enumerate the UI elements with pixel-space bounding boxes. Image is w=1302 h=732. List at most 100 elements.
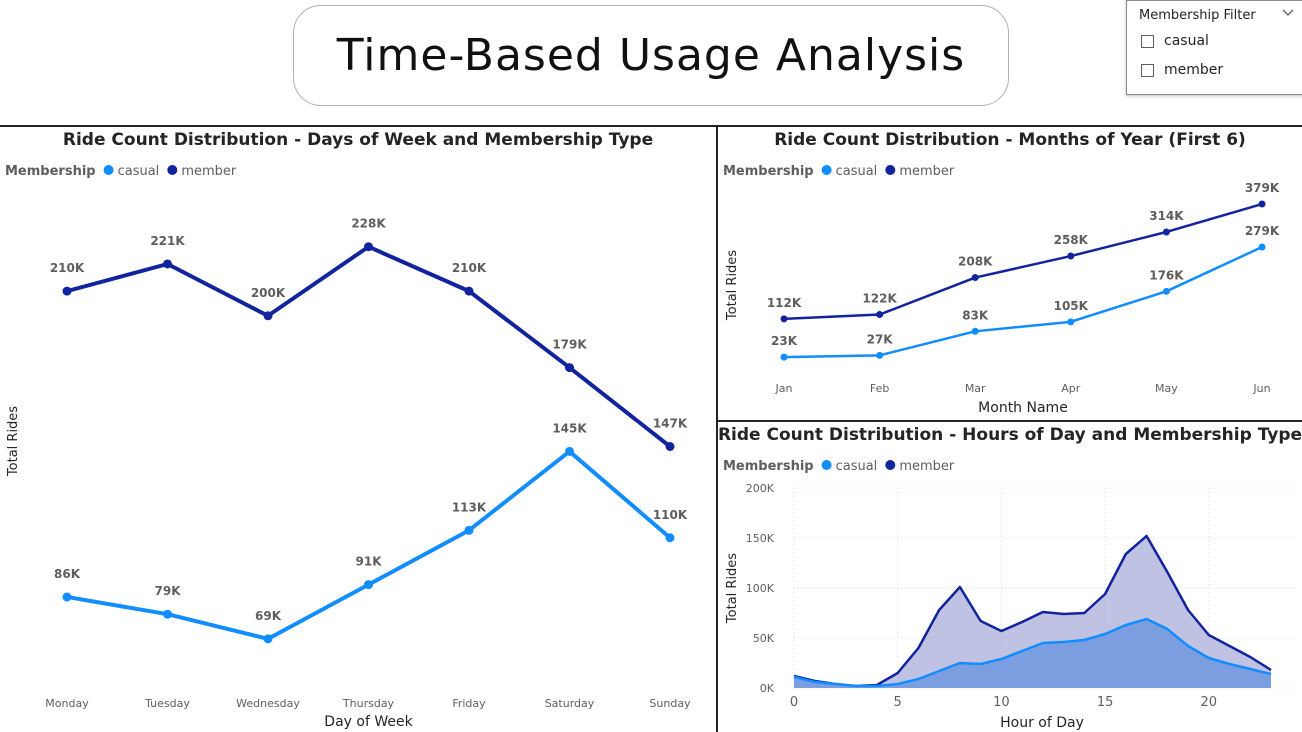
data-point-casual (565, 446, 574, 456)
data-point-casual (364, 580, 373, 590)
legend-marker-casual (821, 165, 832, 175)
legend-marker-casual (103, 165, 114, 175)
panel-divider-vertical (716, 125, 718, 732)
y-tick-label: 200K (746, 482, 775, 495)
x-tick-label: Friday (452, 697, 486, 710)
x-tick-label: Wednesday (236, 697, 300, 710)
x-axis-title: Hour of Day (1000, 715, 1084, 731)
x-tick-label: Saturday (545, 697, 595, 710)
legend-title: Membership (723, 164, 814, 179)
data-label-member: 221K (150, 234, 185, 248)
data-label-casual: 27K (867, 332, 894, 346)
data-label-casual: 105K (1054, 299, 1089, 313)
data-label-member: 379K (1245, 181, 1280, 195)
data-point-member (464, 286, 474, 296)
data-label-member: 200K (251, 286, 286, 300)
checkbox-member[interactable] (1141, 63, 1154, 77)
data-label-casual: 145K (552, 421, 587, 435)
data-point-member (876, 311, 884, 319)
slicer-option-member[interactable]: member (1141, 62, 1223, 78)
data-label-member: 112K (767, 296, 802, 310)
x-tick-label: Tuesday (144, 697, 190, 710)
legend-title: Membership (5, 164, 96, 179)
data-point-casual (163, 609, 172, 619)
legend-item-member: member (899, 164, 955, 179)
x-tick-label: Jun (1252, 382, 1270, 395)
x-tick-label: Thursday (342, 697, 395, 710)
series-area-casual (794, 619, 1271, 688)
x-tick-label: Sunday (649, 697, 691, 710)
x-tick-label: May (1155, 382, 1178, 395)
data-label-casual: 91K (356, 555, 383, 569)
chart-title: Ride Count Distribution - Hours of Day a… (718, 425, 1302, 445)
data-point-casual (780, 353, 788, 361)
data-label-member: 147K (653, 417, 688, 431)
y-tick-label: 0K (760, 682, 775, 695)
slicer-option-casual[interactable]: casual (1141, 33, 1209, 49)
data-point-member (665, 442, 675, 451)
y-tick-label: 150K (746, 532, 775, 545)
x-axis-title: Month Name (978, 400, 1068, 416)
data-point-casual (1258, 243, 1266, 251)
data-point-casual (1067, 318, 1075, 326)
chart-title: Ride Count Distribution - Months of Year… (774, 130, 1246, 150)
y-tick-label: 50K (753, 632, 775, 645)
panel-divider-top (0, 125, 1302, 127)
data-point-member (1258, 200, 1266, 208)
series-line-casual (66, 449, 672, 641)
data-point-member (780, 315, 788, 323)
data-label-casual: 176K (1149, 268, 1184, 282)
x-axis-title: Day of Week (324, 714, 413, 730)
data-label-casual: 23K (771, 334, 798, 348)
data-point-casual (971, 327, 979, 335)
legend-item-casual: casual (836, 164, 878, 179)
x-tick-label: 0 (790, 695, 798, 710)
legend-marker-member (885, 460, 896, 470)
data-label-member: 210K (452, 261, 487, 275)
data-point-casual (1162, 287, 1170, 295)
data-label-member: 179K (552, 338, 587, 352)
x-tick-label: Feb (870, 382, 889, 395)
slicer-option-label: casual (1164, 33, 1209, 49)
legend-marker-casual (821, 460, 832, 470)
legend-title: Membership (723, 459, 814, 474)
page-title-box: Time-Based Usage Analysis (293, 5, 1009, 106)
data-point-member (62, 286, 72, 296)
data-label-member: 208K (958, 255, 993, 269)
y-axis-title: Total Rides (725, 553, 740, 624)
x-tick-label: 20 (1201, 695, 1218, 710)
data-point-member (364, 242, 373, 252)
series-line-member (783, 202, 1263, 321)
data-label-casual: 79K (155, 584, 182, 598)
page-title: Time-Based Usage Analysis (336, 30, 966, 81)
y-tick-label: 100K (746, 582, 775, 595)
months-of-year-chart[interactable]: Ride Count Distribution - Months of Year… (718, 127, 1302, 420)
days-of-week-chart[interactable]: Ride Count Distribution - Days of Week a… (0, 127, 716, 732)
series-line-casual (793, 617, 1272, 688)
chart-title: Ride Count Distribution - Days of Week a… (63, 130, 653, 150)
legend-item-casual: casual (836, 459, 878, 474)
checkbox-casual[interactable] (1141, 34, 1154, 48)
legend-marker-member (167, 165, 178, 175)
data-label-casual: 69K (255, 609, 282, 623)
data-point-member (971, 274, 979, 282)
legend-item-member: member (899, 459, 955, 474)
hours-of-day-chart[interactable]: Ride Count Distribution - Hours of Day a… (718, 422, 1302, 732)
panel-divider-right (718, 420, 1302, 422)
data-point-casual (263, 634, 273, 644)
membership-filter-slicer[interactable]: Membership Filter casual member (1126, 0, 1302, 95)
x-tick-label: Apr (1061, 382, 1081, 395)
data-point-member (565, 363, 574, 373)
slicer-option-label: member (1164, 62, 1224, 78)
data-point-member (263, 311, 273, 321)
series-line-casual (783, 245, 1263, 359)
x-tick-label: Monday (45, 697, 89, 710)
data-label-casual: 83K (962, 308, 989, 322)
data-label-member: 122K (862, 292, 897, 306)
data-point-casual (464, 525, 474, 535)
x-tick-label: 15 (1097, 695, 1114, 710)
data-label-casual: 279K (1245, 224, 1280, 238)
data-label-member: 258K (1054, 233, 1089, 247)
x-tick-label: Mar (965, 382, 986, 395)
chevron-down-icon[interactable] (1281, 6, 1295, 20)
